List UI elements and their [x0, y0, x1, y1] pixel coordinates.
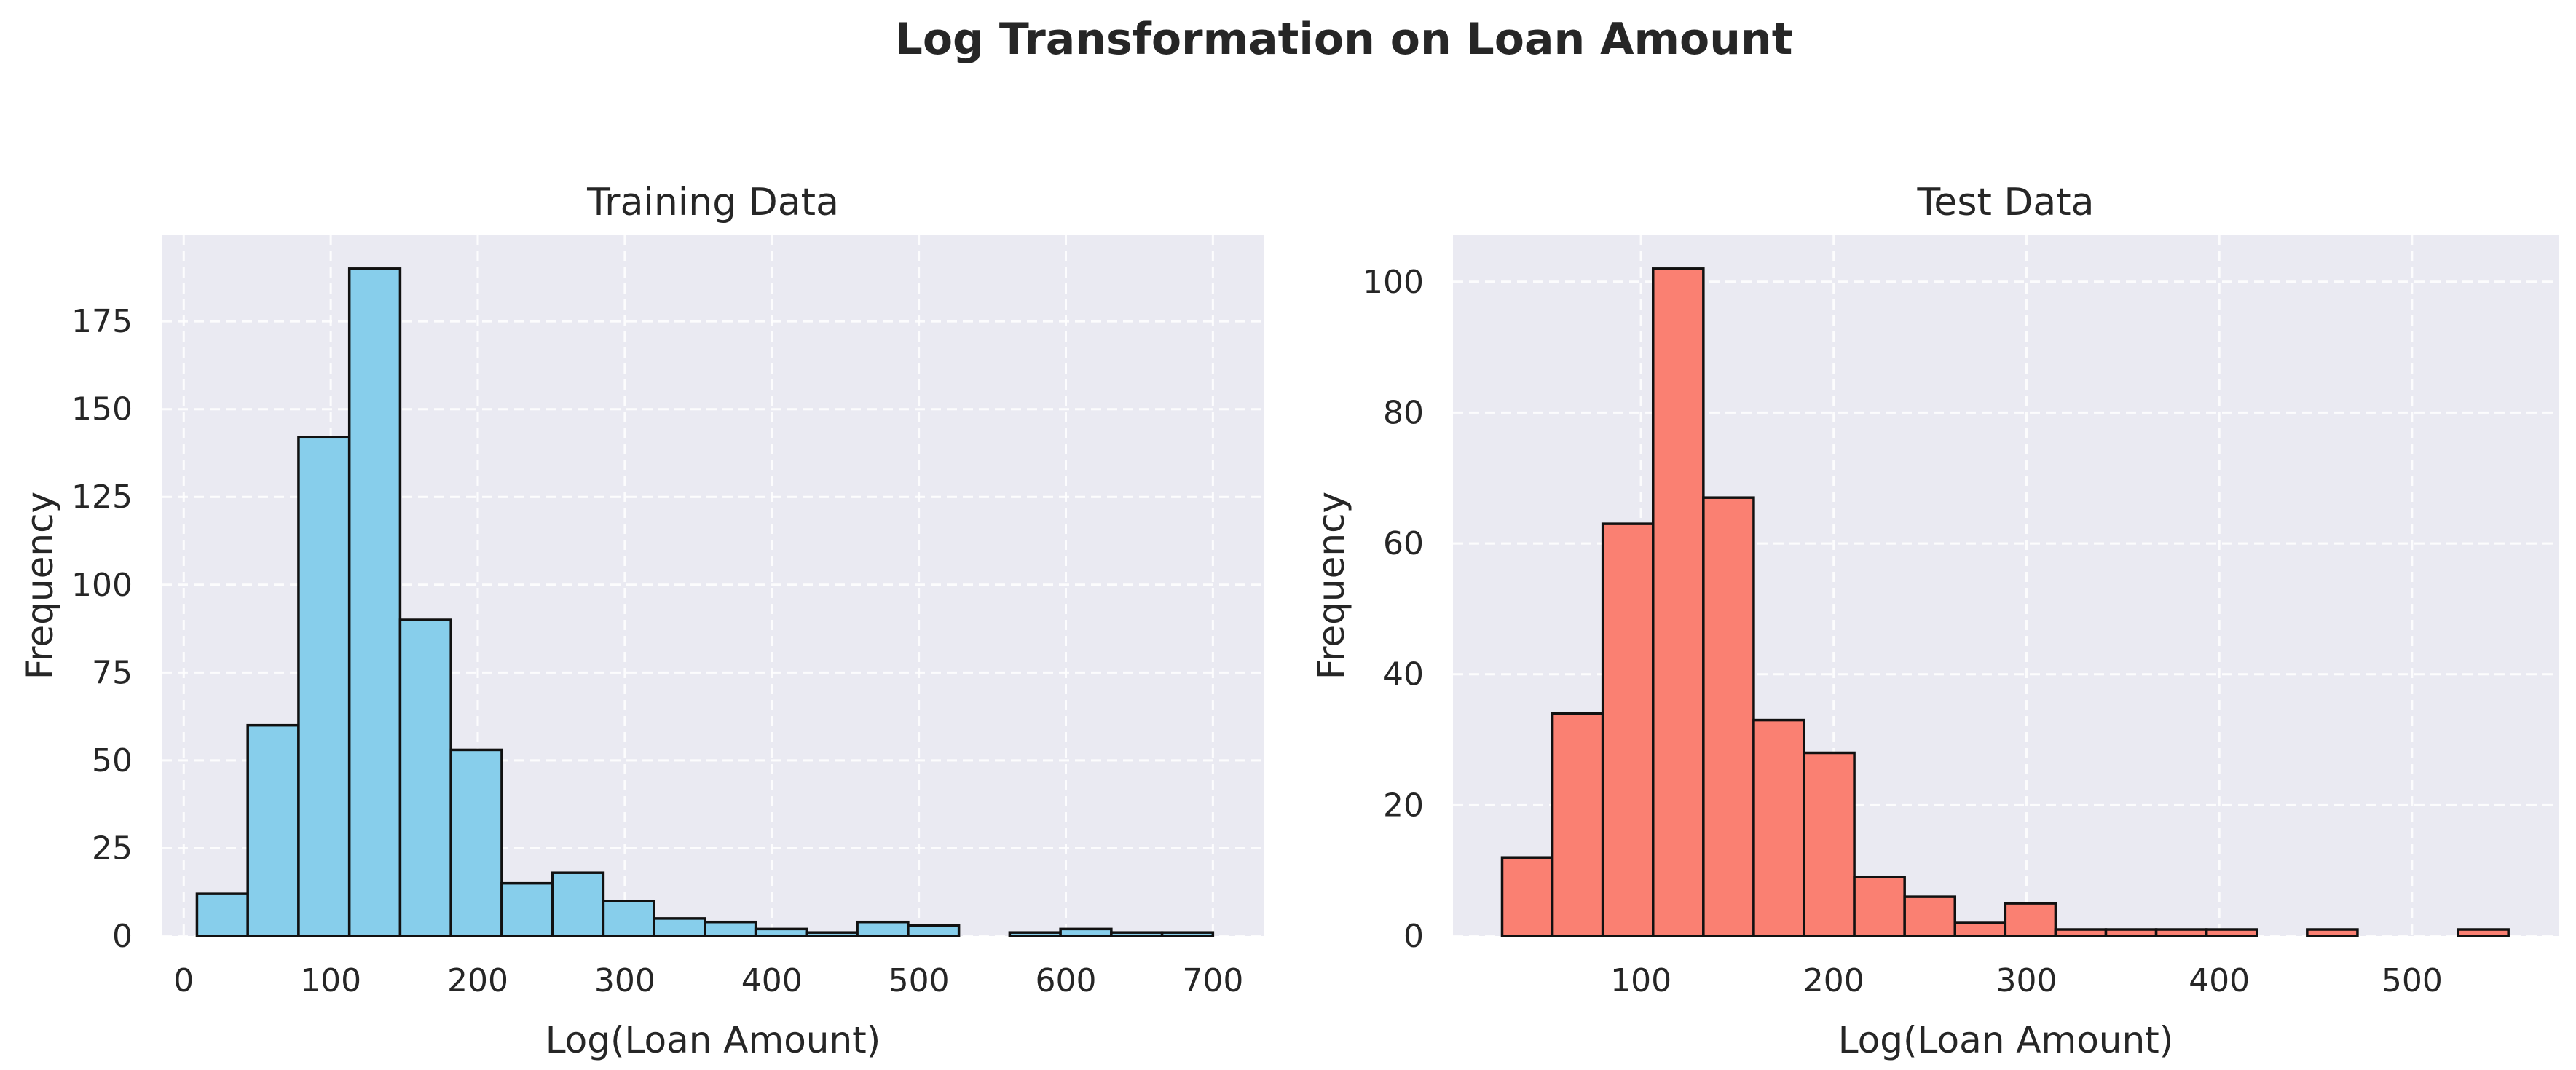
x-tick-label: 400	[2189, 962, 2250, 999]
histogram-bar-training	[398, 618, 452, 937]
histogram-bar-training	[754, 927, 808, 937]
y-tick-label: 150	[71, 391, 133, 428]
histogram-bar-training	[653, 917, 706, 937]
chart-title-training: Training Data	[586, 181, 839, 224]
x-tick-label: 400	[741, 962, 803, 999]
x-ticks-test: 100 200 300 400 500	[1610, 962, 2443, 999]
histogram-bar-training	[805, 931, 859, 937]
chart-test: 100 200 300 400 500 0 20 40 60 80 100 Test Data L…	[1310, 181, 2559, 1061]
y-axis-label-training: Frequency	[19, 492, 61, 680]
chart-title-test: Test Data	[1916, 181, 2094, 224]
histogram-bar-training	[602, 900, 655, 937]
chart-training: 0 100 200 300 400 500 600 700 0 25 50 75 100 125 150 1…	[19, 181, 1264, 1061]
histogram-bar-training	[1059, 927, 1113, 937]
y-tick-label: 100	[71, 567, 133, 604]
histogram-bar-training	[347, 267, 402, 937]
y-tick-label: 100	[1363, 264, 1424, 301]
y-tick-label: 40	[1383, 656, 1424, 693]
histogram-bar-training	[500, 881, 554, 937]
histogram-bar-test	[2104, 928, 2158, 937]
x-tick-label: 100	[1610, 962, 1671, 999]
histogram-bar-test	[1551, 712, 1604, 937]
x-tick-label: 500	[2382, 962, 2443, 999]
y-tick-label: 20	[1383, 787, 1424, 824]
x-axis-label-training: Log(Loan Amount)	[545, 1019, 881, 1061]
histogram-bar-training	[1110, 931, 1164, 937]
x-tick-label: 600	[1035, 962, 1096, 999]
figure-suptitle: Log Transformation on Loan Amount	[895, 14, 1793, 65]
x-tick-label: 700	[1182, 962, 1243, 999]
x-tick-label: 100	[300, 962, 361, 999]
x-tick-label: 300	[1996, 962, 2057, 999]
histogram-bar-test	[2154, 928, 2208, 937]
y-tick-label: 125	[71, 479, 133, 516]
histogram-bar-test	[1601, 522, 1655, 937]
histogram-bar-training	[704, 920, 757, 937]
y-ticks-training: 0 25 50 75 100 125 150 175	[71, 303, 133, 955]
bars-training	[195, 267, 1215, 937]
histogram-bar-training	[1008, 931, 1062, 937]
x-tick-label: 300	[594, 962, 655, 999]
histogram-bar-training	[1160, 931, 1215, 937]
x-ticks-training: 0 100 200 300 400 500 600 700	[173, 962, 1243, 999]
histogram-bar-test	[1953, 921, 2007, 937]
y-tick-label: 60	[1383, 525, 1424, 562]
x-tick-label: 200	[1803, 962, 1864, 999]
histogram-bar-test	[1903, 895, 1957, 937]
y-tick-label: 0	[112, 918, 133, 955]
x-tick-label: 500	[889, 962, 950, 999]
histogram-bar-training	[449, 748, 503, 937]
y-axis-label-test: Frequency	[1310, 492, 1352, 680]
y-tick-label: 80	[1383, 394, 1424, 431]
y-tick-label: 175	[71, 303, 133, 340]
histogram-bar-training	[856, 920, 910, 937]
y-tick-label: 75	[92, 654, 133, 691]
histogram-bar-test	[2306, 928, 2359, 937]
x-tick-label: 0	[173, 962, 194, 999]
histogram-bar-training	[246, 723, 300, 937]
bars-test	[1500, 267, 2510, 937]
histogram-bar-training	[907, 924, 961, 937]
histogram-bar-test	[1752, 718, 1805, 937]
histogram-bar-test	[2054, 928, 2108, 937]
histogram-bar-test	[1500, 856, 1554, 937]
histogram-bar-test	[1702, 496, 1755, 937]
histogram-bar-test	[2004, 902, 2057, 937]
histogram-bar-training	[195, 892, 249, 937]
histogram-bar-test	[2457, 928, 2510, 937]
histogram-bar-test	[1853, 876, 1906, 937]
histogram-bar-test	[2205, 928, 2258, 937]
histogram-bar-training	[297, 436, 351, 937]
y-tick-label: 25	[92, 830, 133, 867]
y-tick-label: 50	[92, 742, 133, 779]
histogram-bar-test	[1803, 751, 1856, 937]
y-tick-label: 0	[1403, 918, 1424, 955]
histogram-bar-training	[551, 871, 605, 937]
y-ticks-test: 0 20 40 60 80 100	[1363, 264, 1424, 955]
x-axis-label-test: Log(Loan Amount)	[1838, 1019, 2174, 1061]
histogram-bar-test	[1651, 267, 1705, 937]
x-tick-label: 200	[447, 962, 508, 999]
